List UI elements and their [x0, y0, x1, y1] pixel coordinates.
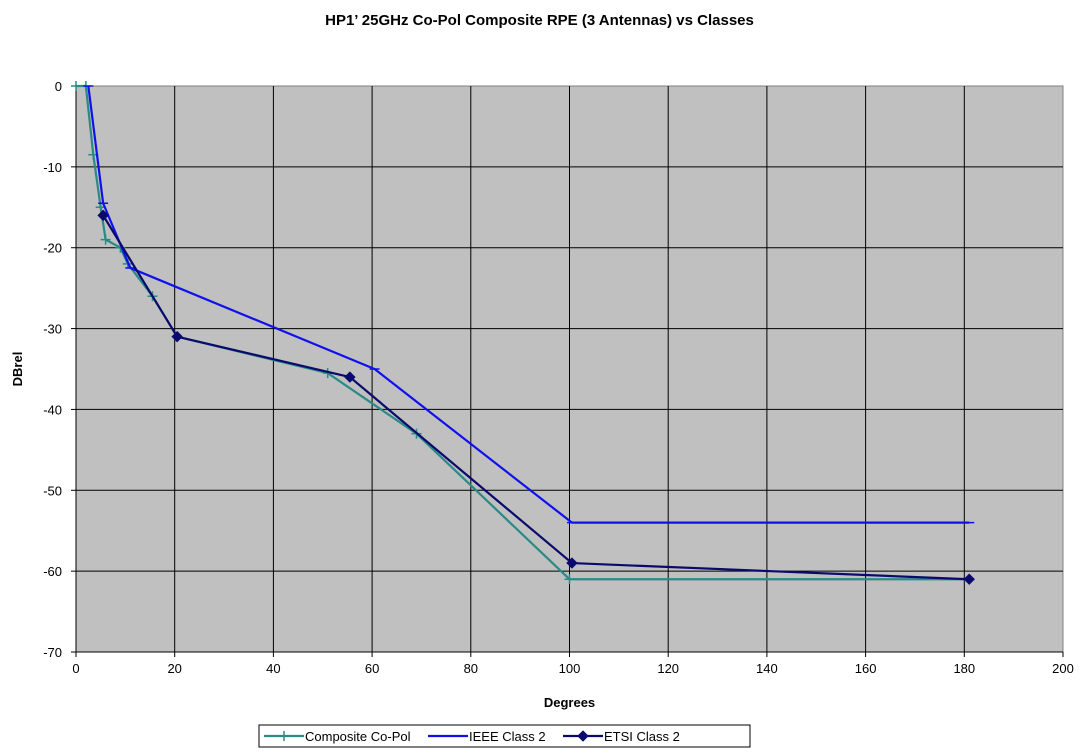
legend: Composite Co-Pol IEEE Class 2 ETSI Class 2: [258, 724, 751, 748]
y-tick-label: -40: [43, 402, 62, 417]
data-point-composite-co-pol: [71, 81, 81, 91]
legend-label: IEEE Class 2: [469, 729, 546, 744]
y-tick-label: 0: [55, 79, 62, 94]
x-tick-label: 100: [559, 661, 581, 676]
y-tick-label: -50: [43, 483, 62, 498]
legend-item-composite-co-pol: Composite Co-Pol: [264, 729, 411, 744]
legend-box: [258, 724, 751, 748]
data-point-composite-co-pol: [564, 574, 575, 585]
data-point-etsi-class-2: [963, 573, 975, 585]
x-axis-tick-labels: 0 20 40 60 80 100 120 140 160 180 200: [72, 661, 1073, 676]
x-tick-label: 180: [953, 661, 975, 676]
data-point-etsi-class-2: [97, 209, 109, 222]
data-series: [71, 81, 975, 585]
data-point-etsi-class-2: [344, 371, 356, 383]
y-axis-tick-labels: 0 -10 -20 -30 -40 -50 -60 -70: [43, 79, 62, 660]
x-axis-title: Degrees: [544, 695, 595, 710]
data-point-composite-co-pol: [100, 234, 111, 245]
x-tick-label: 160: [855, 661, 877, 676]
data-point-etsi-class-2: [171, 330, 183, 343]
legend-marker: [577, 730, 589, 742]
legend-items: Composite Co-Pol IEEE Class 2 ETSI Class 2: [264, 729, 680, 744]
legend-label: ETSI Class 2: [604, 729, 680, 744]
y-axis-title: DBrel: [10, 352, 25, 387]
y-tick-label: -10: [43, 160, 62, 175]
gridlines: [71, 85, 1064, 657]
series-ieee-class-2: [83, 85, 975, 524]
y-tick-label: -30: [43, 322, 62, 337]
x-tick-label: 140: [756, 661, 778, 676]
y-tick-label: -20: [43, 241, 62, 256]
x-tick-label: 80: [464, 661, 478, 676]
x-tick-label: 60: [365, 661, 379, 676]
chart-title: HP1’ 25GHz Co-Pol Composite RPE (3 Anten…: [325, 12, 754, 29]
y-tick-label: -60: [43, 564, 62, 579]
x-tick-label: 200: [1052, 661, 1074, 676]
legend-label: Composite Co-Pol: [305, 729, 411, 744]
y-tick-label: -70: [43, 645, 62, 660]
x-tick-label: 40: [266, 661, 280, 676]
data-point-etsi-class-2: [566, 557, 578, 569]
legend-marker: [279, 731, 289, 741]
legend-item-etsi-class-2: ETSI Class 2: [563, 729, 680, 744]
x-tick-label: 20: [167, 661, 181, 676]
legend-item-ieee-class-2: IEEE Class 2: [428, 729, 546, 744]
series-etsi-class-2: [97, 209, 975, 585]
x-tick-label: 0: [72, 661, 79, 676]
x-tick-label: 120: [657, 661, 679, 676]
series-line-ieee-class-2: [87, 85, 970, 524]
